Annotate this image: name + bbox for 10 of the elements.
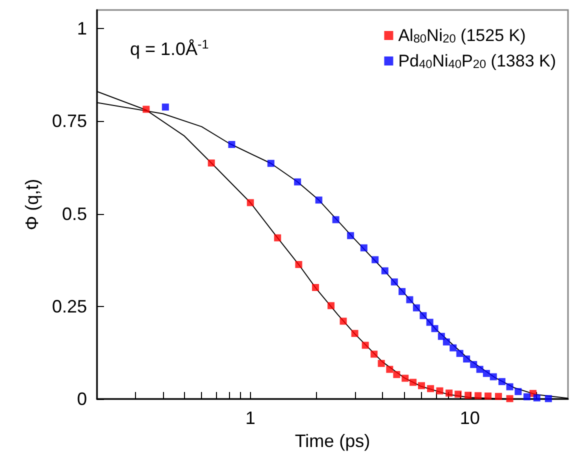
- y-tick-label: 0.75: [52, 111, 87, 132]
- y-axis-title: Φ (q,t): [22, 178, 42, 230]
- y-tick-label: 0: [76, 389, 87, 409]
- x-tick-label: 10: [460, 408, 480, 428]
- legend-label: Al80Ni20 (1525 K): [398, 26, 526, 46]
- x-axis-title: Time (ps): [294, 430, 370, 451]
- y-tick-label: 0.5: [62, 204, 87, 224]
- y-tick-label: 1: [76, 18, 87, 39]
- legend-label: Pd40Ni40P20 (1383 K): [398, 51, 556, 71]
- y-tick-label: 0.25: [52, 296, 87, 316]
